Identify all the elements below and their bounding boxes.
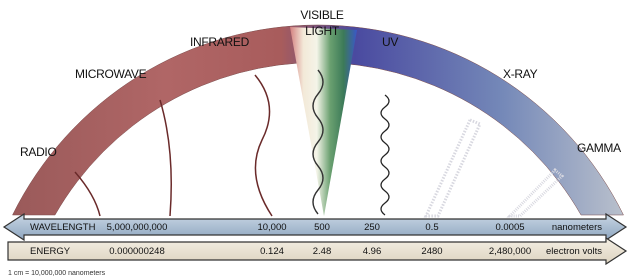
uv-wave [381, 95, 389, 215]
band-label: RADIO [20, 145, 57, 159]
energy-unit: electron volts [546, 246, 602, 257]
gamma-band [510, 170, 562, 216]
xray-band [426, 120, 480, 216]
energy-value: 2480 [421, 246, 442, 257]
wavelength-label: WAVELENGTH [30, 222, 96, 233]
spectrum-diagram: RADIO MICROWAVE INFRARED VISIBLE LIGHT U… [0, 0, 630, 279]
footnote: 1 cm = 10,000,000 nanometers [8, 270, 106, 277]
band-label: GAMMA [577, 141, 621, 155]
wavelength-value: 0.0005 [495, 222, 524, 233]
wavelength-value: 5,000,000,000 [107, 222, 168, 233]
band-label: INFRARED [190, 35, 250, 49]
band-label: LIGHT [305, 24, 340, 38]
band-label: X-RAY [503, 67, 538, 81]
band-label: VISIBLE [300, 8, 344, 22]
wavelength-value: 10,000 [257, 222, 286, 233]
wavelength-value: 250 [364, 222, 380, 233]
band-label: UV [382, 35, 398, 49]
energy-value: 2,480,000 [489, 246, 531, 257]
microwave-wave [160, 100, 171, 216]
wavelength-value: 500 [314, 222, 330, 233]
energy-label: ENERGY [30, 246, 71, 257]
wavelength-value: 0.5 [425, 222, 438, 233]
energy-value: 0.124 [260, 246, 284, 257]
energy-value: 2.48 [313, 246, 332, 257]
visible-wedge [290, 27, 357, 216]
infrared-wave [255, 75, 272, 216]
wavelength-unit: nanometers [552, 222, 602, 233]
energy-value: 4.96 [363, 246, 382, 257]
band-label: MICROWAVE [75, 67, 147, 81]
energy-value: 0.000000248 [109, 246, 164, 257]
